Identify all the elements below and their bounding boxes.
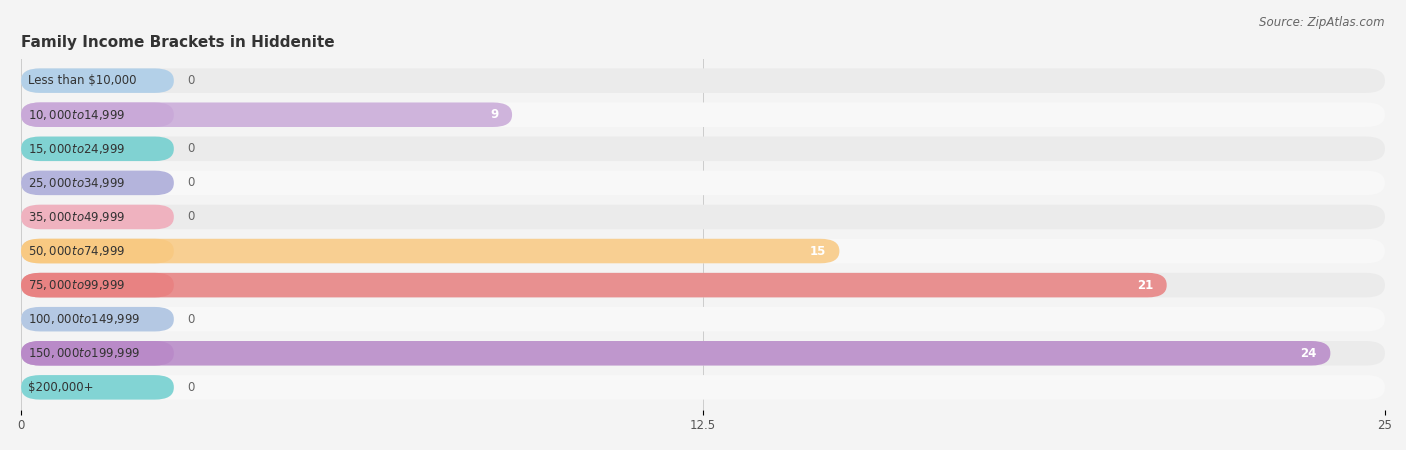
Text: $150,000 to $199,999: $150,000 to $199,999 — [28, 346, 141, 360]
Text: 0: 0 — [187, 176, 195, 189]
Text: 0: 0 — [187, 142, 195, 155]
Text: 0: 0 — [187, 211, 195, 224]
FancyBboxPatch shape — [21, 171, 174, 195]
Text: 0: 0 — [187, 381, 195, 394]
Text: 24: 24 — [1301, 347, 1317, 360]
FancyBboxPatch shape — [21, 239, 839, 263]
FancyBboxPatch shape — [21, 103, 512, 127]
FancyBboxPatch shape — [21, 341, 174, 365]
Text: Source: ZipAtlas.com: Source: ZipAtlas.com — [1260, 16, 1385, 29]
FancyBboxPatch shape — [21, 205, 174, 229]
Text: 15: 15 — [810, 244, 825, 257]
Text: $15,000 to $24,999: $15,000 to $24,999 — [28, 142, 125, 156]
Text: $200,000+: $200,000+ — [28, 381, 93, 394]
Text: 0: 0 — [187, 74, 195, 87]
Text: $100,000 to $149,999: $100,000 to $149,999 — [28, 312, 141, 326]
FancyBboxPatch shape — [21, 171, 1385, 195]
FancyBboxPatch shape — [21, 375, 1385, 400]
FancyBboxPatch shape — [21, 205, 1385, 229]
FancyBboxPatch shape — [21, 307, 174, 332]
Text: $25,000 to $34,999: $25,000 to $34,999 — [28, 176, 125, 190]
Text: $50,000 to $74,999: $50,000 to $74,999 — [28, 244, 125, 258]
FancyBboxPatch shape — [21, 307, 1385, 332]
Text: 21: 21 — [1137, 279, 1153, 292]
FancyBboxPatch shape — [21, 273, 174, 297]
FancyBboxPatch shape — [21, 273, 1385, 297]
Text: $10,000 to $14,999: $10,000 to $14,999 — [28, 108, 125, 122]
Text: $35,000 to $49,999: $35,000 to $49,999 — [28, 210, 125, 224]
FancyBboxPatch shape — [21, 68, 1385, 93]
FancyBboxPatch shape — [21, 136, 1385, 161]
FancyBboxPatch shape — [21, 375, 174, 400]
FancyBboxPatch shape — [21, 239, 174, 263]
Text: $75,000 to $99,999: $75,000 to $99,999 — [28, 278, 125, 292]
Text: 9: 9 — [491, 108, 499, 121]
FancyBboxPatch shape — [21, 136, 174, 161]
Text: Family Income Brackets in Hiddenite: Family Income Brackets in Hiddenite — [21, 36, 335, 50]
FancyBboxPatch shape — [21, 68, 174, 93]
FancyBboxPatch shape — [21, 103, 1385, 127]
FancyBboxPatch shape — [21, 273, 1167, 297]
FancyBboxPatch shape — [21, 341, 1330, 365]
FancyBboxPatch shape — [21, 103, 174, 127]
FancyBboxPatch shape — [21, 239, 1385, 263]
Text: Less than $10,000: Less than $10,000 — [28, 74, 136, 87]
Text: 0: 0 — [187, 313, 195, 326]
FancyBboxPatch shape — [21, 341, 1385, 365]
